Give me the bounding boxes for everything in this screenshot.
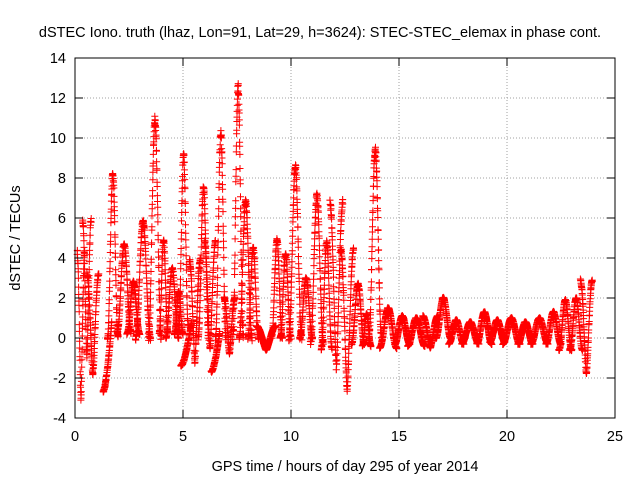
axis-ticks: -4 -2 0 2 4 6 8 10 12 14 0 5 10 15 20 25 xyxy=(50,51,623,445)
satellite-track xyxy=(317,237,336,354)
data-point-markers xyxy=(337,244,358,395)
satellite-track xyxy=(229,80,247,343)
data-point-markers xyxy=(285,161,306,345)
x-tick-label: 25 xyxy=(607,429,623,445)
data-point-markers xyxy=(186,255,204,367)
y-tick-label: -4 xyxy=(53,411,66,427)
data-point-markers xyxy=(365,143,386,345)
satellite-track xyxy=(404,314,429,350)
y-tick-label: 10 xyxy=(50,131,66,147)
satellite-track xyxy=(175,150,192,334)
y-tick-label: 12 xyxy=(50,91,66,107)
satellite-track xyxy=(99,318,116,396)
x-tick-label: 5 xyxy=(179,429,187,445)
data-point-markers xyxy=(83,268,103,379)
y-tick-label: 14 xyxy=(50,51,66,67)
data-point-markers xyxy=(404,314,429,350)
y-tick-label: 8 xyxy=(58,171,66,187)
data-point-markers xyxy=(211,127,230,344)
x-tick-label: 0 xyxy=(71,429,79,445)
y-tick-label: 0 xyxy=(58,331,66,347)
y-tick-label: 4 xyxy=(58,251,66,267)
data-point-markers xyxy=(317,237,336,354)
y-axis-label: dSTEC / TECUs xyxy=(8,185,24,290)
satellite-track xyxy=(576,275,596,377)
satellite-track xyxy=(566,294,587,354)
y-tick-label: 6 xyxy=(58,211,66,227)
data-point-markers xyxy=(99,318,116,396)
x-tick-label: 10 xyxy=(283,429,299,445)
chart-title: dSTEC Iono. truth (lhaz, Lon=91, Lat=29,… xyxy=(39,25,601,41)
data-point-markers xyxy=(542,307,565,348)
satellite-track xyxy=(285,161,306,345)
x-tick-label: 20 xyxy=(499,429,515,445)
x-axis-label: GPS time / hours of day 295 of year 2014 xyxy=(212,459,479,475)
satellite-track xyxy=(542,307,565,348)
x-tick-label: 15 xyxy=(391,429,407,445)
data-point-markers xyxy=(576,275,596,377)
y-tick-label: 2 xyxy=(58,291,66,307)
data-point-markers xyxy=(207,328,224,376)
plot-frame xyxy=(74,57,616,419)
satellite-track xyxy=(365,143,386,345)
satellite-track xyxy=(83,268,103,379)
data-point-markers xyxy=(201,236,219,353)
satellite-track xyxy=(186,255,204,367)
satellite-track xyxy=(177,318,196,370)
satellite-track xyxy=(337,244,358,395)
data-point-markers xyxy=(229,80,247,343)
data-markers xyxy=(73,80,596,404)
satellite-track xyxy=(211,127,230,344)
data-point-markers xyxy=(177,318,196,370)
data-point-markers xyxy=(175,150,192,334)
data-point-markers xyxy=(566,294,587,354)
y-tick-label: -2 xyxy=(53,371,66,387)
satellite-track xyxy=(79,215,95,362)
satellite-track xyxy=(207,328,224,376)
data-point-markers xyxy=(79,215,95,362)
satellite-track xyxy=(201,236,219,353)
